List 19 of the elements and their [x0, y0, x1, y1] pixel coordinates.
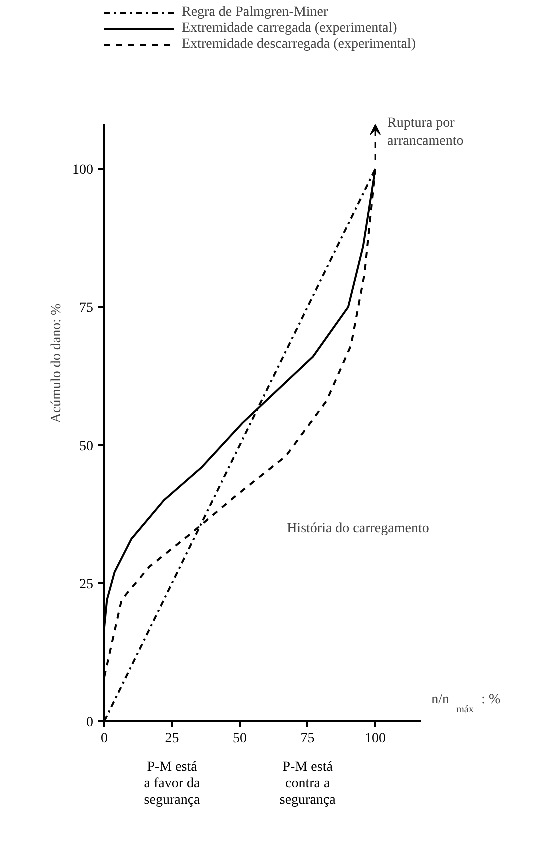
x-axis-title: n/nmáx : % [432, 692, 502, 716]
y-tick-label: 0 [86, 716, 94, 730]
y-tick-label: 100 [72, 163, 94, 178]
annotation: Ruptura por arrancamento [388, 116, 464, 150]
x-tick-label: 50 [233, 732, 248, 746]
y-axis-title: Acúmulo do dano: % [50, 303, 64, 424]
x-tick-label: 100 [365, 732, 386, 746]
legend-label: Extremidade descarregada (experimental) [182, 37, 416, 53]
annotation: História do carregamento [287, 522, 430, 537]
legend-label: Regra de Palmgren-Miner [182, 5, 328, 21]
text: P-M está a favor da segurança [144, 760, 202, 808]
y-tick-label: 75 [80, 301, 94, 316]
x-tick-label: 0 [101, 732, 108, 746]
y-tick-label: 50 [80, 439, 94, 454]
x-tick-label: 75 [300, 732, 315, 746]
legend-label: Extremidade carregada (experimental) [182, 21, 398, 37]
x-tick-label: 25 [165, 732, 180, 746]
y-tick-label: 25 [80, 577, 94, 592]
text: P-M está contra a segurança [280, 760, 337, 808]
